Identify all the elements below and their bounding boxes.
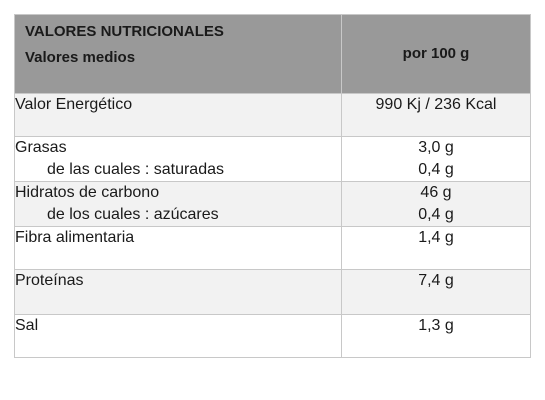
salt-value-cell: 1,3 g	[341, 314, 531, 358]
table-row: Valor Energético 990 Kj / 236 Kcal	[14, 93, 531, 137]
carb-value-cell: 46 g 0,4 g	[341, 181, 531, 227]
table-title: VALORES NUTRICIONALES	[25, 23, 224, 40]
table-row: Hidratos de carbono de los cuales : azúc…	[14, 181, 531, 227]
table-header-row: VALORES NUTRICIONALES Valores medios por…	[14, 14, 531, 94]
fat-value-cell: 3,0 g 0,4 g	[341, 136, 531, 182]
table-row: Sal 1,3 g	[14, 314, 531, 358]
protein-label: Proteínas	[15, 272, 84, 289]
fat-value: 3,0 g	[418, 139, 454, 156]
salt-value: 1,3 g	[418, 317, 454, 334]
protein-value-cell: 7,4 g	[341, 269, 531, 315]
fibre-label-cell: Fibra alimentaria	[14, 226, 342, 270]
header-per-cell: por 100 g	[341, 14, 531, 94]
saturated-label: de las cuales : saturadas	[47, 161, 224, 178]
fibre-value-cell: 1,4 g	[341, 226, 531, 270]
energy-value-cell: 990 Kj / 236 Kcal	[341, 93, 531, 137]
carb-label-cell: Hidratos de carbono de los cuales : azúc…	[14, 181, 342, 227]
per-100g-label: por 100 g	[402, 45, 470, 62]
header-label-cell: VALORES NUTRICIONALES Valores medios	[14, 14, 342, 94]
fat-label-cell: Grasas de las cuales : saturadas	[14, 136, 342, 182]
fibre-value: 1,4 g	[418, 229, 454, 246]
sugars-value: 0,4 g	[418, 206, 454, 223]
salt-label: Sal	[15, 317, 39, 334]
table-subtitle: Valores medios	[25, 49, 136, 66]
fibre-label: Fibra alimentaria	[15, 229, 135, 246]
salt-label-cell: Sal	[14, 314, 342, 358]
saturated-value: 0,4 g	[418, 161, 454, 178]
table-row: Grasas de las cuales : saturadas 3,0 g 0…	[14, 136, 531, 182]
fat-label: Grasas	[15, 139, 67, 156]
energy-label-cell: Valor Energético	[14, 93, 342, 137]
nutrition-table: VALORES NUTRICIONALES Valores medios por…	[14, 14, 531, 358]
sugars-label: de los cuales : azúcares	[47, 206, 219, 223]
table-row: Proteínas 7,4 g	[14, 269, 531, 315]
energy-label: Valor Energético	[15, 96, 133, 113]
carb-label: Hidratos de carbono	[15, 184, 160, 201]
carb-value: 46 g	[420, 184, 452, 201]
protein-label-cell: Proteínas	[14, 269, 342, 315]
energy-value: 990 Kj / 236 Kcal	[375, 96, 497, 113]
table-row: Fibra alimentaria 1,4 g	[14, 226, 531, 270]
protein-value: 7,4 g	[418, 272, 454, 289]
